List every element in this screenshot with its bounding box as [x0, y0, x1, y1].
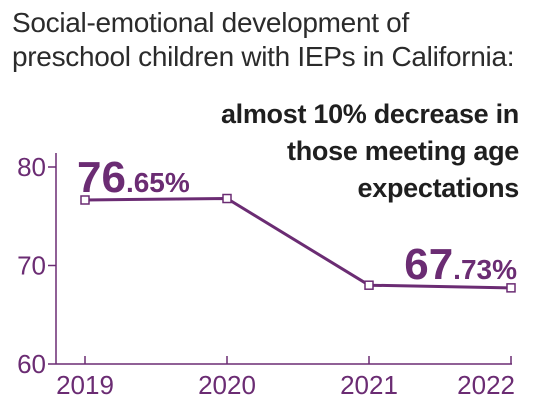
data-point: [364, 280, 374, 290]
y-tick-label: 70: [17, 251, 46, 281]
data-label: 76.65%: [77, 153, 190, 202]
x-tick-label: 2021: [340, 370, 398, 400]
data-point: [506, 283, 516, 293]
series-line: [84, 197, 512, 290]
x-tick-label: 2020: [198, 370, 256, 400]
data-label-whole: 67: [404, 240, 453, 289]
data-label-fraction: .65%: [126, 167, 190, 198]
chart-subtitle: almost 10% decrease in those meeting age…: [220, 99, 519, 203]
data-label-fraction: .73%: [453, 254, 517, 285]
x-tick-label: 2019: [56, 370, 114, 400]
x-tick-label: 2022: [457, 370, 515, 400]
y-tick-label: 80: [17, 152, 46, 182]
y-tick-label: 60: [17, 349, 46, 379]
data-label: 67.73%: [404, 240, 517, 289]
data-label-whole: 76: [77, 153, 126, 202]
data-point: [80, 195, 90, 205]
chart-title: Social-emotional development of preschoo…: [12, 7, 515, 72]
data-point: [222, 193, 232, 204]
